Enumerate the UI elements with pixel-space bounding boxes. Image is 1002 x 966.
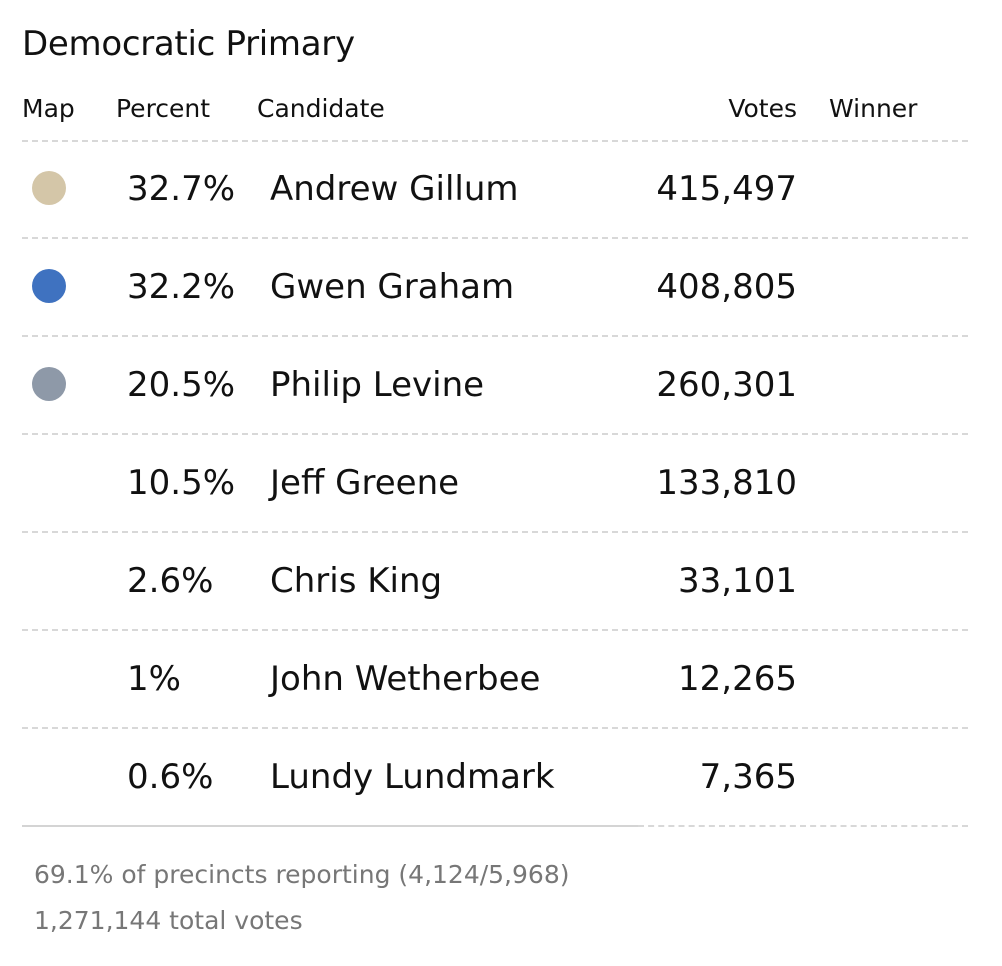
column-header-winner: Winner — [829, 94, 918, 123]
row-divider — [22, 727, 968, 729]
percent-cell: 0.6% — [127, 757, 214, 797]
row-divider — [22, 433, 968, 435]
candidate-name: Jeff Greene — [270, 463, 460, 503]
map-color-swatch — [32, 269, 66, 303]
precincts-reporting: 69.1% of precincts reporting (4,124/5,96… — [34, 860, 570, 889]
candidate-name: Lundy Lundmark — [270, 757, 555, 797]
votes-cell: 415,497 — [656, 169, 797, 209]
candidate-name: Chris King — [270, 561, 443, 601]
table-row: 32.2% Gwen Graham 408,805 — [0, 239, 1002, 337]
row-divider — [22, 335, 968, 337]
table-row: 32.7% Andrew Gillum 415,497 — [0, 141, 1002, 239]
candidate-name: Philip Levine — [270, 365, 485, 405]
votes-cell: 133,810 — [656, 463, 797, 503]
map-color-swatch — [32, 367, 66, 401]
percent-cell: 2.6% — [127, 561, 214, 601]
column-header-votes: Votes — [728, 94, 797, 123]
row-divider — [22, 531, 968, 533]
column-header-percent: Percent — [116, 94, 211, 123]
total-votes: 1,271,144 total votes — [34, 906, 303, 935]
header-divider — [22, 140, 968, 142]
row-divider — [22, 825, 968, 827]
table-row: 10.5% Jeff Greene 133,810 — [0, 435, 1002, 533]
candidate-name: Gwen Graham — [270, 267, 515, 307]
votes-cell: 12,265 — [678, 659, 797, 699]
percent-cell: 10.5% — [127, 463, 236, 503]
table-row: 20.5% Philip Levine 260,301 — [0, 337, 1002, 435]
column-header-candidate: Candidate — [257, 94, 385, 123]
column-header-map: Map — [22, 94, 75, 123]
votes-cell: 7,365 — [699, 757, 797, 797]
candidate-name: John Wetherbee — [270, 659, 541, 699]
table-row: 1% John Wetherbee 12,265 — [0, 631, 1002, 729]
percent-cell: 32.2% — [127, 267, 236, 307]
map-color-swatch — [32, 171, 66, 205]
page-title: Democratic Primary — [22, 24, 355, 64]
table-row: 2.6% Chris King 33,101 — [0, 533, 1002, 631]
results-table: 32.7% Andrew Gillum 415,497 32.2% Gwen G… — [0, 141, 1002, 827]
percent-cell: 20.5% — [127, 365, 236, 405]
percent-cell: 32.7% — [127, 169, 236, 209]
table-header: Map Percent Candidate Votes Winner — [0, 94, 1002, 128]
percent-cell: 1% — [127, 659, 181, 699]
votes-cell: 408,805 — [656, 267, 797, 307]
candidate-name: Andrew Gillum — [270, 169, 519, 209]
results-footer: 69.1% of precincts reporting (4,124/5,96… — [34, 852, 569, 944]
votes-cell: 260,301 — [656, 365, 797, 405]
table-row: 0.6% Lundy Lundmark 7,365 — [0, 729, 1002, 827]
row-divider — [22, 237, 968, 239]
row-divider — [22, 629, 968, 631]
votes-cell: 33,101 — [678, 561, 797, 601]
